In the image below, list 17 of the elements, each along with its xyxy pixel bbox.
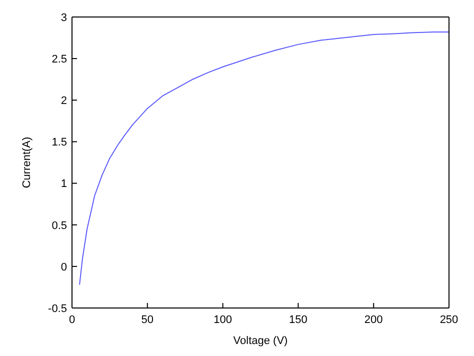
y-tick-label: 2 xyxy=(60,95,67,108)
x-tick-label: 250 xyxy=(440,314,458,326)
x-tick-label: 150 xyxy=(289,314,308,326)
y-tick-label: 2.5 xyxy=(52,53,67,66)
y-tick-label: 1.5 xyxy=(52,136,67,149)
y-tick-label: 1 xyxy=(60,178,67,190)
y-tick-label: -0.5 xyxy=(48,302,67,315)
x-tick-label: 200 xyxy=(364,314,383,326)
x-axis-title: Voltage (V) xyxy=(233,335,288,347)
line-series xyxy=(79,31,449,286)
y-axis-title: Current(A) xyxy=(20,136,33,188)
y-tick-label: 3 xyxy=(60,12,67,24)
x-tick-label: 0 xyxy=(68,314,76,326)
y-tick-label: 0.5 xyxy=(52,220,67,232)
y-tick-label: 0 xyxy=(60,261,67,274)
x-tick-label: 100 xyxy=(214,314,232,326)
x-tick-label: 50 xyxy=(141,314,154,326)
